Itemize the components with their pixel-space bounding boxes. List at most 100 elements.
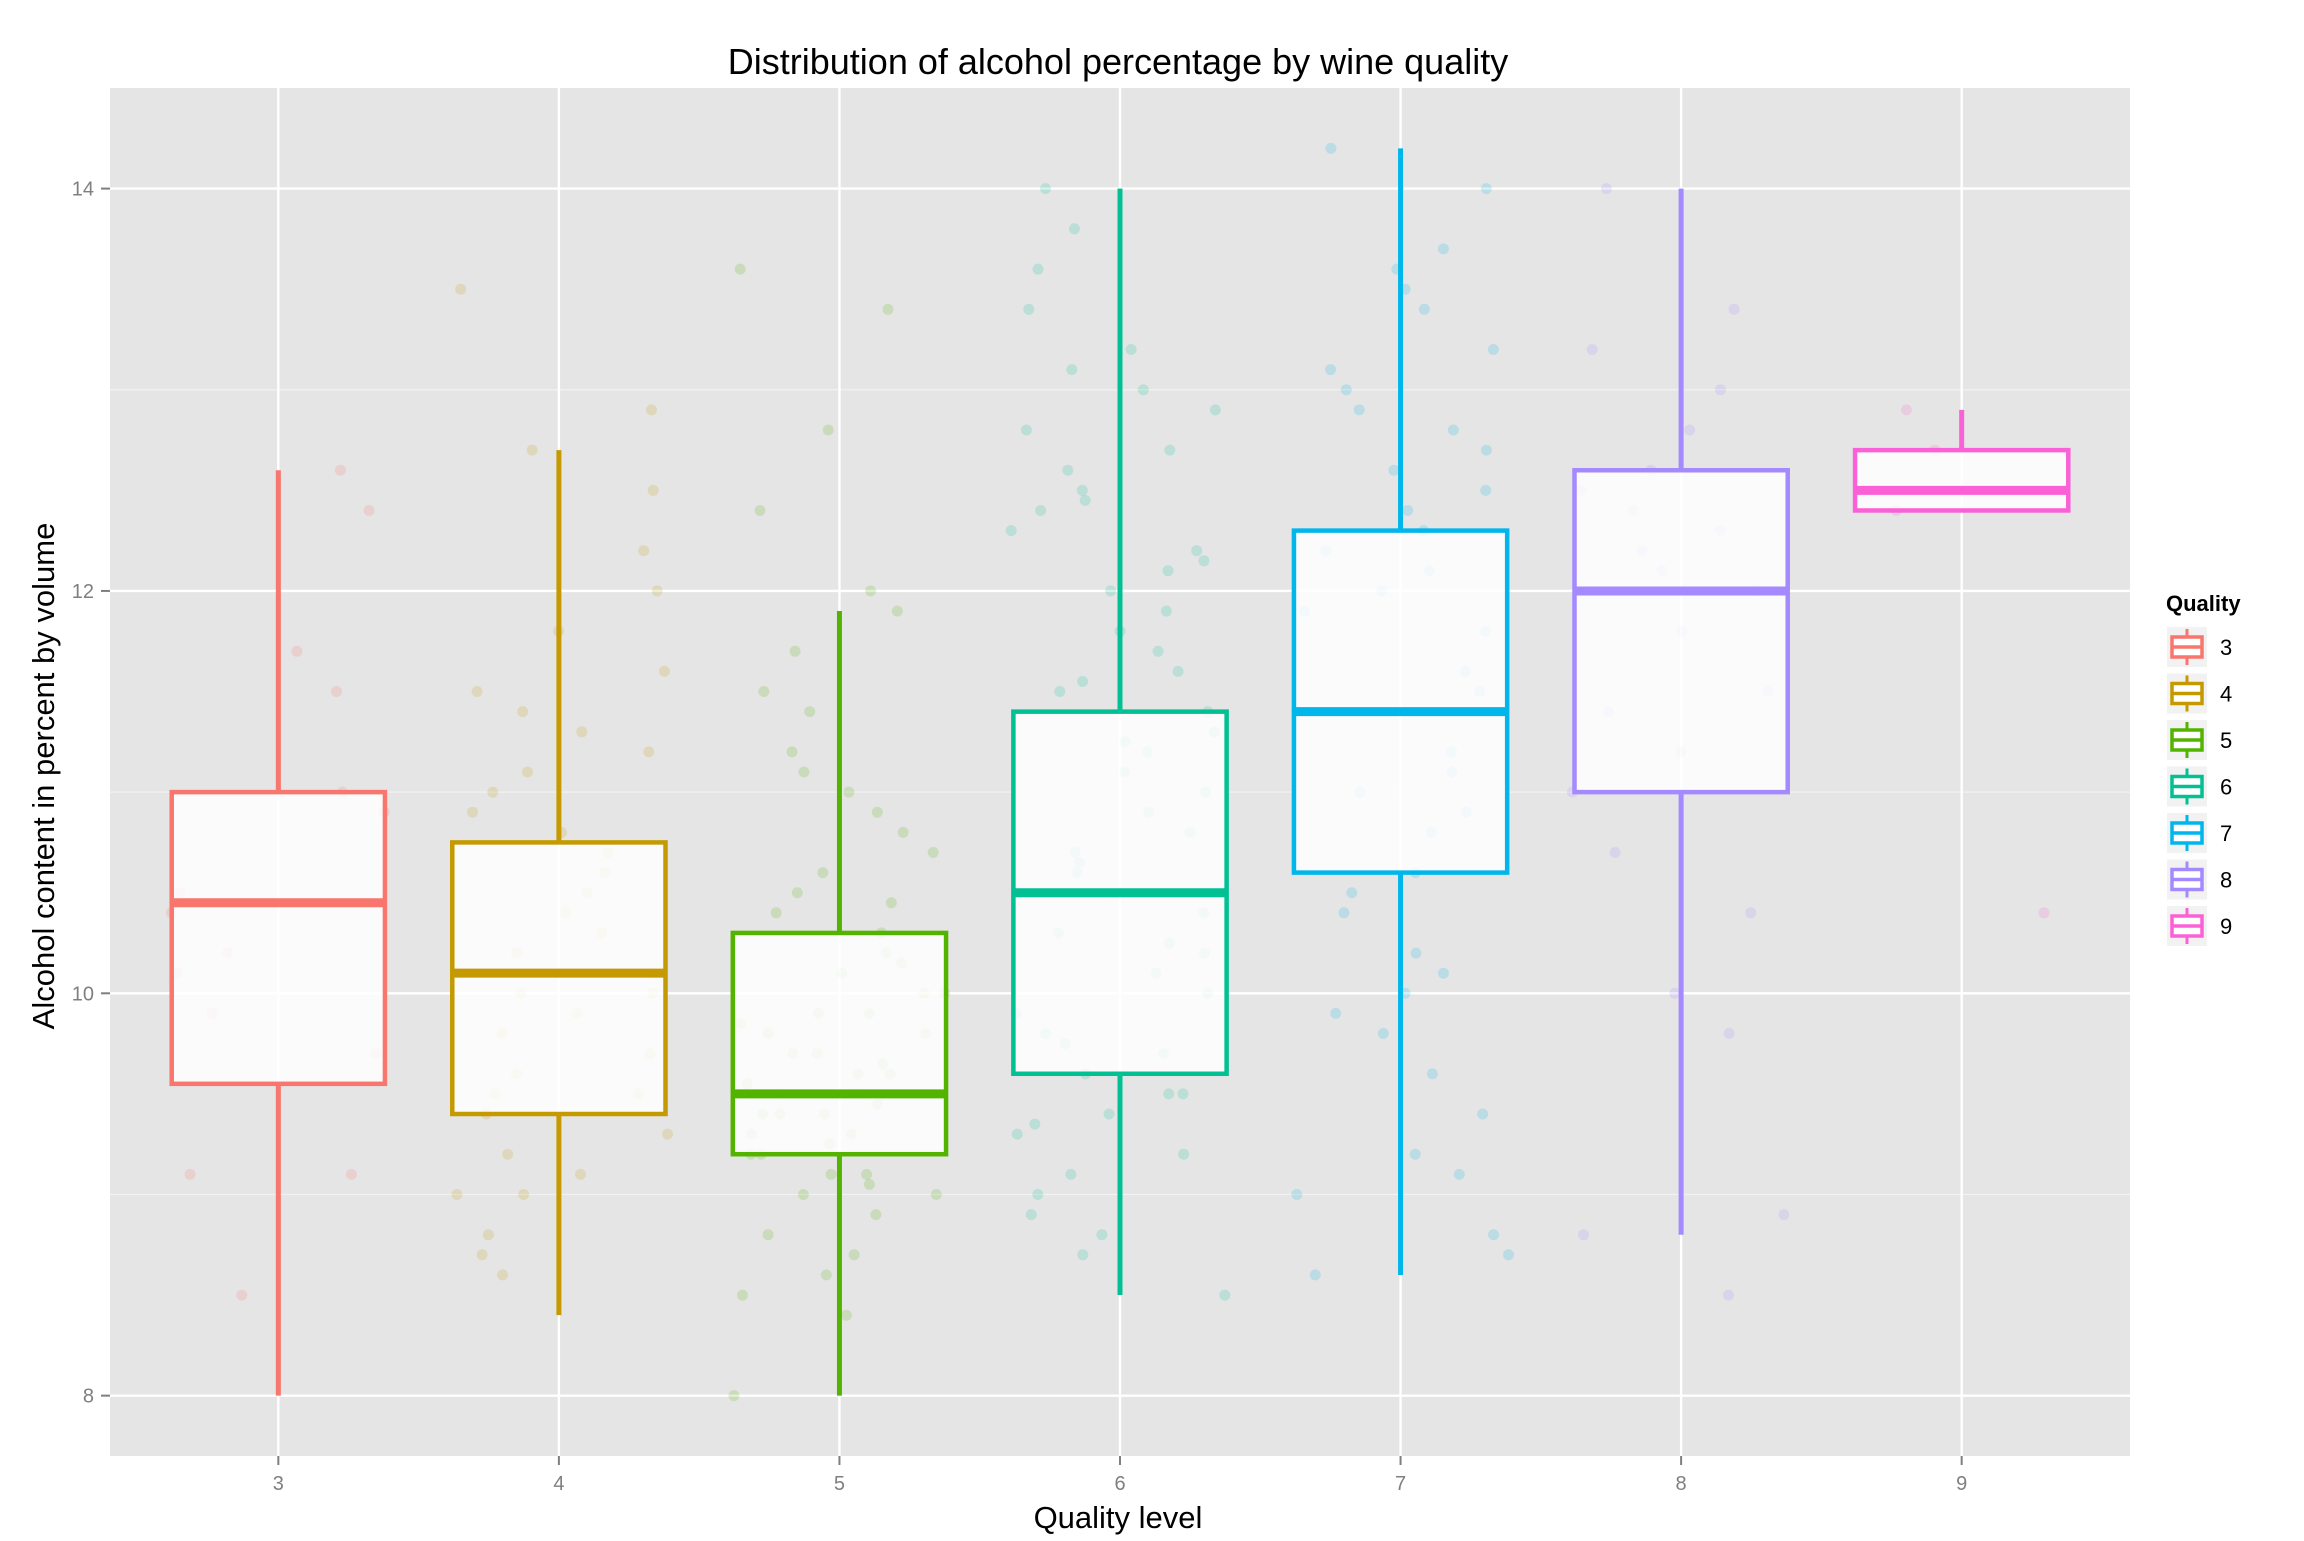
jitter-point-6 xyxy=(1125,344,1137,355)
jitter-point-6 xyxy=(1219,1289,1231,1301)
jitter-point-6 xyxy=(1162,565,1174,577)
jitter-point-6 xyxy=(1077,676,1089,687)
legend-label: 7 xyxy=(2220,821,2232,846)
jitter-point-4 xyxy=(638,545,650,557)
jitter-point-6 xyxy=(1096,1229,1108,1241)
legend-item-5: 5 xyxy=(2167,720,2232,760)
jitter-point-5 xyxy=(789,645,801,657)
jitter-point-6 xyxy=(1062,464,1074,476)
jitter-point-6 xyxy=(1032,263,1044,275)
jitter-point-7 xyxy=(1480,183,1492,195)
jitter-point-7 xyxy=(1480,444,1492,456)
jitter-point-3 xyxy=(236,1289,248,1301)
legend-label: 8 xyxy=(2220,868,2232,893)
jitter-point-6 xyxy=(1172,665,1184,677)
legend-item-4: 4 xyxy=(2167,673,2232,714)
jitter-point-5 xyxy=(882,303,894,315)
legend-item-3: 3 xyxy=(2167,627,2232,667)
box-quality-7 xyxy=(1291,148,1510,1275)
jitter-point-6 xyxy=(1163,1088,1175,1100)
jitter-point-5 xyxy=(863,1178,875,1190)
jitter-point-8 xyxy=(1723,1289,1734,1301)
jitter-point-7 xyxy=(1410,947,1422,959)
jitter-point-5 xyxy=(797,1189,809,1200)
jitter-point-7 xyxy=(1291,1189,1303,1200)
jitter-point-6 xyxy=(1032,1189,1044,1200)
jitter-point-7 xyxy=(1338,907,1350,919)
jitter-point-8 xyxy=(1601,183,1612,195)
x-tick-label: 4 xyxy=(553,1473,564,1495)
legend-label: 5 xyxy=(2220,728,2232,753)
jitter-point-7 xyxy=(1377,1028,1389,1039)
jitter-point-4 xyxy=(522,766,533,778)
jitter-point-7 xyxy=(1437,243,1449,255)
jitter-point-4 xyxy=(658,665,670,677)
y-tick-label: 10 xyxy=(72,983,94,1005)
legend-item-8: 8 xyxy=(2167,859,2232,900)
jitter-point-7 xyxy=(1418,303,1430,315)
jitter-point-4 xyxy=(451,1189,463,1200)
jitter-point-4 xyxy=(518,1189,530,1200)
jitter-point-6 xyxy=(1066,364,1078,376)
box-quality-8 xyxy=(1572,188,1790,1235)
jitter-point-7 xyxy=(1340,384,1352,396)
jitter-point-5 xyxy=(758,686,770,697)
y-tick-label: 8 xyxy=(83,1386,94,1408)
chart-title: Distribution of alcohol percentage by wi… xyxy=(728,41,1508,82)
jitter-point-4 xyxy=(476,1249,488,1261)
box-iqr xyxy=(1852,447,2071,513)
jitter-point-3 xyxy=(291,645,303,657)
jitter-point-6 xyxy=(1164,444,1176,456)
jitter-point-6 xyxy=(1079,494,1091,506)
jitter-point-5 xyxy=(770,907,782,919)
jitter-point-6 xyxy=(1198,555,1210,567)
jitter-point-5 xyxy=(840,1309,852,1321)
jitter-point-5 xyxy=(804,706,816,718)
y-tick-label: 12 xyxy=(72,581,94,603)
x-axis-title: Quality level xyxy=(1034,1500,1203,1535)
legend-label: 9 xyxy=(2220,914,2232,939)
jitter-point-5 xyxy=(891,605,903,617)
jitter-point-4 xyxy=(646,404,657,416)
jitter-point-4 xyxy=(647,484,659,496)
jitter-point-6 xyxy=(1065,1168,1077,1180)
box-iqr xyxy=(450,840,668,1117)
jitter-point-6 xyxy=(1191,545,1203,557)
jitter-point-6 xyxy=(1152,645,1164,657)
jitter-point-3 xyxy=(331,686,342,697)
box-iqr xyxy=(1291,528,1510,875)
jitter-point-6 xyxy=(1209,404,1221,416)
jitter-point-8 xyxy=(1586,344,1598,355)
jitter-point-7 xyxy=(1409,1148,1421,1160)
jitter-point-5 xyxy=(791,887,803,899)
jitter-point-6 xyxy=(1105,585,1117,597)
jitter-point-7 xyxy=(1353,404,1365,416)
jitter-point-6 xyxy=(1077,1249,1089,1261)
jitter-point-7 xyxy=(1388,464,1400,476)
jitter-point-7 xyxy=(1330,1007,1342,1019)
jitter-point-6 xyxy=(1177,1088,1189,1100)
legend-item-6: 6 xyxy=(2167,766,2232,807)
jitter-point-8 xyxy=(1745,907,1757,919)
jitter-point-8 xyxy=(1715,384,1726,396)
legend: Quality 3 4 5 6 7 8 9 xyxy=(2166,591,2241,946)
jitter-point-5 xyxy=(737,1289,748,1301)
jitter-point-7 xyxy=(1447,424,1459,436)
jitter-point-6 xyxy=(1025,1209,1037,1221)
jitter-point-3 xyxy=(334,464,346,476)
jitter-point-6 xyxy=(1160,605,1172,617)
legend-label: 6 xyxy=(2220,775,2232,800)
jitter-point-8 xyxy=(1728,303,1740,315)
jitter-point-7 xyxy=(1426,1068,1438,1080)
jitter-point-4 xyxy=(497,1269,509,1281)
jitter-point-3 xyxy=(345,1168,357,1180)
jitter-point-8 xyxy=(1723,1028,1735,1039)
box-quality-3 xyxy=(169,470,388,1396)
jitter-point-4 xyxy=(651,585,663,597)
jitter-point-5 xyxy=(871,806,883,818)
jitter-point-4 xyxy=(526,444,538,456)
box-plots xyxy=(169,148,2071,1396)
legend-item-9: 9 xyxy=(2167,906,2232,946)
